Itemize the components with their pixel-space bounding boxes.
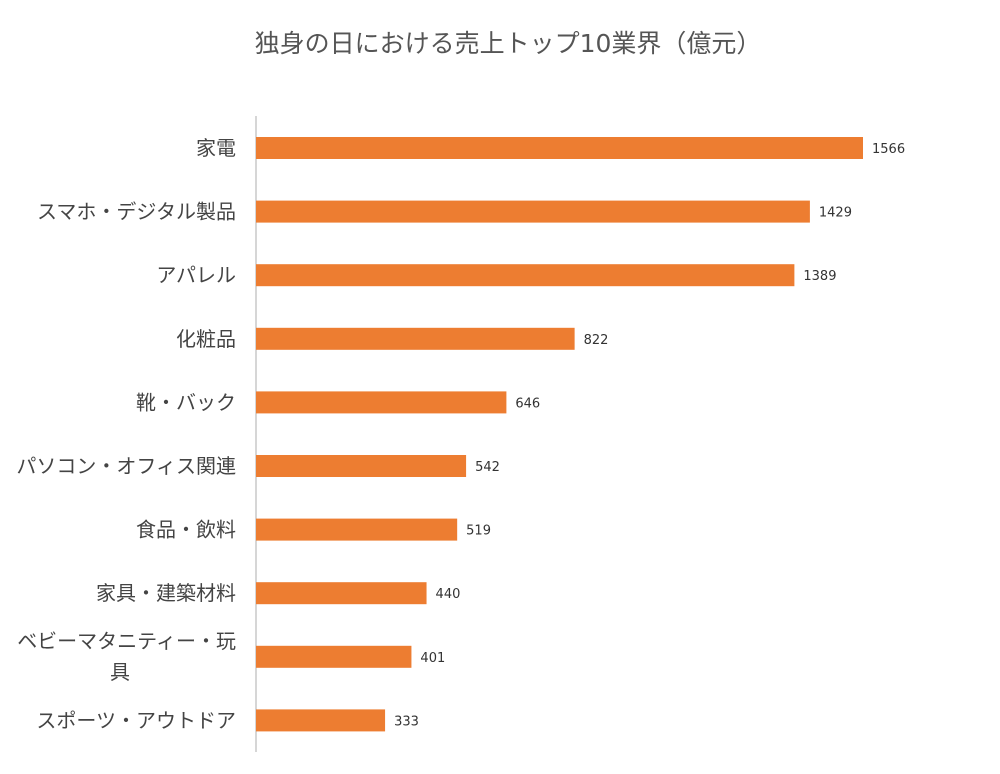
category-label-3: アパレル: [156, 263, 236, 287]
data-labels: 1566 1429 1389 822 646 542 519 440 401 333: [394, 142, 905, 729]
data-label-7: 519: [466, 524, 491, 539]
category-labels: 家電スマホ・デジタル製品アパレル化粧品靴・バックパソコン・オフィス関連食品・飲料…: [16, 136, 236, 732]
bar-3: [256, 264, 795, 287]
category-label-1: 家電: [196, 136, 236, 160]
bar-6: [256, 455, 467, 477]
data-label-8: 440: [436, 587, 461, 602]
data-label-5: 646: [515, 396, 540, 411]
category-label-5: 靴・バック: [136, 390, 236, 414]
category-label-8: 家具・建築材料: [96, 581, 236, 605]
bar-9: [256, 645, 412, 668]
category-label-9: ベビーマタニティー・玩具: [17, 629, 236, 684]
bar-4: [256, 327, 575, 350]
data-label-9: 401: [420, 651, 445, 666]
bar-10: [256, 709, 386, 732]
chart-title: 独身の日における売上トップ10業界（億元）: [255, 29, 762, 58]
category-label-7: 食品・飲料: [136, 518, 236, 542]
bar-8: [256, 582, 427, 605]
bar-2: [256, 200, 810, 223]
category-label-6: パソコン・オフィス関連: [16, 454, 236, 478]
category-label-10: スポーツ・アウトドア: [36, 708, 236, 732]
category-label-4: 化粧品: [176, 327, 236, 351]
category-label-2: スマホ・デジタル製品: [37, 200, 236, 224]
data-label-3: 1389: [803, 269, 836, 284]
bar-5: [256, 391, 507, 414]
data-label-4: 822: [584, 333, 609, 348]
bars: [256, 137, 863, 732]
bar-7: [256, 518, 458, 541]
bar-1: [256, 137, 863, 159]
data-label-10: 333: [394, 714, 419, 729]
data-label-1: 1566: [872, 142, 905, 157]
data-label-6: 542: [475, 460, 500, 475]
data-label-2: 1429: [819, 206, 852, 221]
